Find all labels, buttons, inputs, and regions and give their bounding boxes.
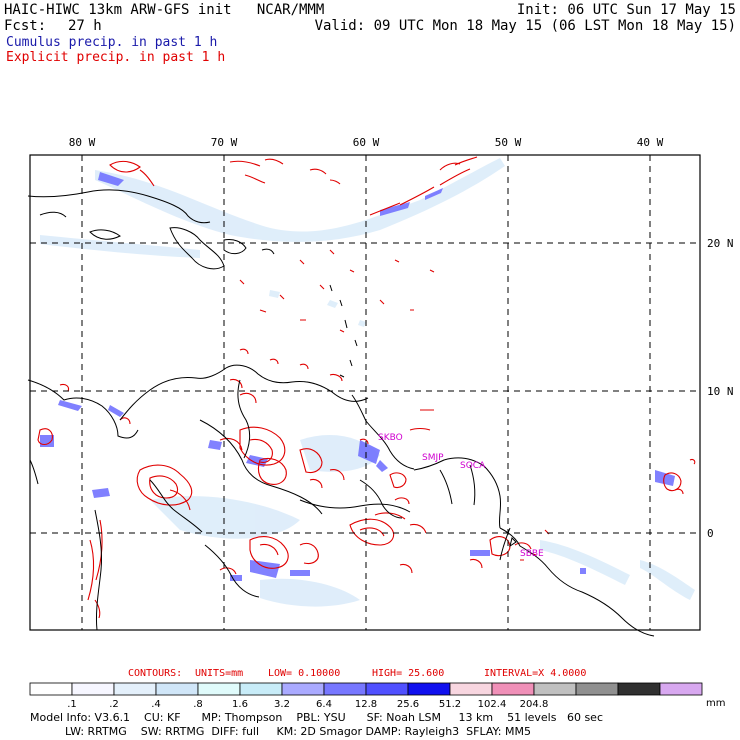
valid-time: Valid: 09 UTC Mon 18 May 15 (06 LST Mon …: [314, 18, 736, 34]
colorbar-swatch: [113, 682, 157, 696]
contours-high: HIGH= 25.600: [372, 668, 444, 679]
colorbar-swatch: [491, 682, 535, 696]
lon-label-50w: 50 W: [495, 136, 522, 149]
colorbar-tick-label: 1.6: [232, 699, 248, 710]
contours-title: CONTOURS:: [128, 668, 182, 679]
colorbar-swatch: [71, 682, 115, 696]
station-label-smjp: SMJP: [422, 453, 444, 463]
colorbar-tick-label: 51.2: [439, 699, 461, 710]
lon-label-40w: 40 W: [637, 136, 664, 149]
station-label-skbo: SKBO: [378, 433, 403, 443]
map-frame: [29, 154, 701, 631]
colorbar-tick-label: 6.4: [316, 699, 332, 710]
cumulus-precip-shading: [40, 158, 695, 607]
contours-interval: INTERVAL=X 4.0000: [484, 668, 586, 679]
colorbar-tick-label: .8: [193, 699, 203, 710]
colorbar-swatch: [533, 682, 577, 696]
colorbar-swatch: [323, 682, 367, 696]
station-label-soca: SOCA: [460, 461, 486, 471]
colorbar-swatch: [365, 682, 409, 696]
forecast-hours: 27 h: [68, 18, 102, 34]
colorbar-tick-label: 25.6: [397, 699, 419, 710]
coastlines: [27, 189, 655, 637]
explicit-legend: Explicit precip. in past 1 h: [6, 50, 226, 65]
colorbar: .1 .2 .4 .8 1.6 3.2 6.4 12.8 25.6 51.2 102.4 204.8: [29, 682, 703, 710]
init-time: Init: 06 UTC Sun 17 May 15: [516, 2, 736, 18]
contours-units: UNITS=mm: [195, 668, 243, 679]
colorbar-swatch: [407, 682, 451, 696]
lon-label-60w: 60 W: [353, 136, 380, 149]
lon-label-70w: 70 W: [211, 136, 238, 149]
colorbar-tick-label: 12.8: [355, 699, 377, 710]
colorbar-tick-label: .4: [151, 699, 161, 710]
lat-lon-grid: [30, 155, 700, 630]
lon-label-80w: 80 W: [69, 136, 96, 149]
colorbar-tick-label: 102.4: [478, 699, 507, 710]
colorbar-swatch: [239, 682, 283, 696]
station-label-sbbe: SBBE: [520, 549, 544, 559]
colorbar-swatch: [659, 682, 703, 696]
colorbar-swatch: [281, 682, 325, 696]
colorbar-swatch: [575, 682, 619, 696]
colorbar-tick-label: .1: [67, 699, 77, 710]
colorbar-swatch: [617, 682, 661, 696]
lat-label-0: 0: [707, 527, 714, 540]
colorbar-swatch: [29, 682, 73, 696]
forecast-label: Fcst:: [4, 18, 47, 34]
colorbar-tick-label: 204.8: [520, 699, 549, 710]
cumulus-legend: Cumulus precip. in past 1 h: [6, 35, 218, 50]
colorbar-unit: mm: [706, 698, 725, 709]
model-title: HAIC-HIWC 13km ARW-GFS init NCAR/MMM: [4, 2, 325, 18]
lat-label-20n: 20 N: [707, 237, 734, 250]
lat-label-10n: 10 N: [707, 385, 734, 398]
physics-info-line: LW: RRTMG SW: RRTMG DIFF: full KM: 2D Sm…: [30, 725, 531, 738]
model-info-line: Model Info: V3.6.1 CU: KF MP: Thompson P…: [30, 711, 603, 724]
colorbar-tick-label: 3.2: [274, 699, 290, 710]
contours-low: LOW= 0.10000: [268, 668, 340, 679]
colorbar-swatch: [155, 682, 199, 696]
colorbar-swatch: [449, 682, 493, 696]
colorbar-tick-label: .2: [109, 699, 119, 710]
colorbar-swatch: [197, 682, 241, 696]
